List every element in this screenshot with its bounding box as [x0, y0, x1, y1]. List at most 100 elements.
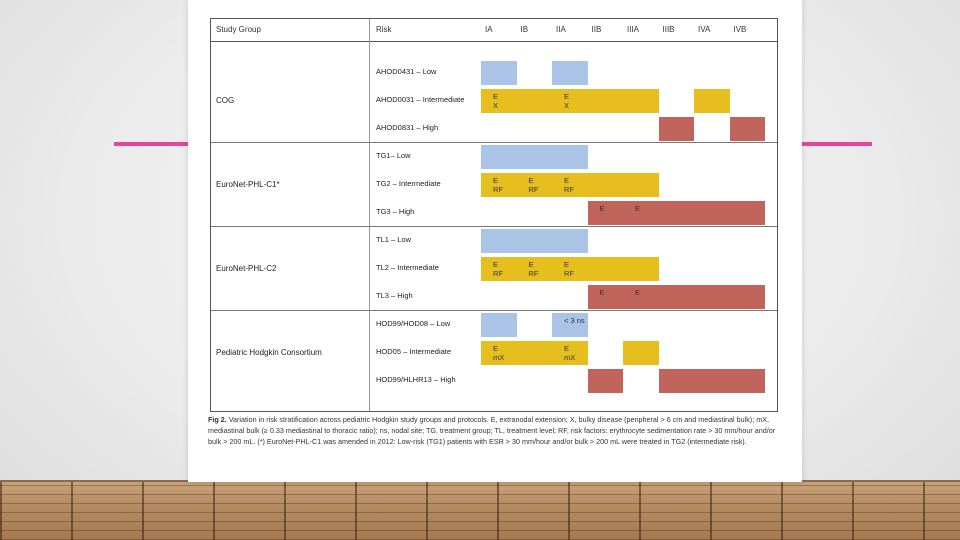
stage-cell-yellow — [481, 257, 517, 281]
stage-cell-blue — [481, 61, 517, 85]
stage-cell-annotation: E RF — [528, 176, 539, 194]
group-divider — [211, 226, 777, 227]
stage-cell-red — [658, 201, 694, 225]
stage-cell-blue — [481, 145, 517, 169]
stage-cell-blue — [516, 229, 552, 253]
figure-caption: Fig 2. Variation in risk stratification … — [208, 414, 788, 447]
header-stage: IB — [520, 25, 529, 34]
stage-cell-yellow — [623, 89, 659, 113]
stage-cell-annotation: E RF — [528, 260, 539, 278]
stage-cell-yellow — [481, 89, 517, 113]
stage-cell-yellow — [552, 89, 588, 113]
stage-cell-yellow — [552, 257, 588, 281]
caption-label: Fig 2. — [208, 415, 227, 424]
stage-cell-red — [694, 201, 730, 225]
stage-cell-blue — [481, 229, 517, 253]
stage-cell-annotation: E — [635, 204, 641, 213]
stage-cell-red — [587, 201, 623, 225]
stage-cell-red — [658, 369, 694, 393]
stage-cell-yellow — [516, 173, 552, 197]
risk-level-label: TL3 – High — [376, 291, 413, 300]
risk-level-label: HOD99/HOD08 – Low — [376, 319, 451, 328]
wood-floor-background — [0, 482, 960, 540]
stage-cell-yellow — [552, 173, 588, 197]
column-divider — [369, 19, 370, 411]
stage-cell-annotation: E RF — [493, 176, 503, 194]
stage-cell-annotation: E — [635, 288, 641, 297]
stage-cell-yellow — [623, 257, 659, 281]
stage-cell-yellow — [516, 89, 552, 113]
risk-level-label: HOD05 – Intermediate — [376, 347, 452, 356]
stage-cell-annotation: E RF — [564, 260, 574, 278]
stage-cell-annotation: E X — [564, 92, 570, 110]
risk-level-label: AHOD0031 – Intermediate — [376, 95, 465, 104]
stage-cell-annotation: E mX — [564, 344, 576, 362]
header-stage: IA — [485, 25, 493, 34]
risk-level-label: TL2 – Intermediate — [376, 263, 439, 272]
risk-level-label: TG3 – High — [376, 207, 415, 216]
risk-level-label: TG1– Low — [376, 151, 411, 160]
stage-cell-blue — [481, 313, 517, 337]
header-study-group: Study Group — [216, 25, 261, 34]
stage-cell-annotation: E RF — [564, 176, 574, 194]
stage-cell-red — [587, 369, 623, 393]
stage-cell-red — [694, 285, 730, 309]
stage-cell-blue — [552, 61, 588, 85]
stage-cell-annotation: E — [599, 288, 605, 297]
stage-cell-annotation: E — [599, 204, 605, 213]
stage-cell-annotation: E mX — [493, 344, 505, 362]
risk-level-label: AHOD0431 – Low — [376, 67, 437, 76]
stage-cell-yellow — [587, 89, 623, 113]
stage-cell-yellow — [481, 173, 517, 197]
stage-cell-red — [729, 285, 765, 309]
header-stage: IVA — [698, 25, 711, 34]
stage-cell-yellow — [481, 341, 517, 365]
stage-cell-annotation: < 3 ns — [564, 316, 585, 325]
stage-cell-red — [623, 201, 659, 225]
stage-cell-annotation: E X — [493, 92, 499, 110]
header-stage: IIIB — [662, 25, 675, 34]
header-risk: Risk — [376, 25, 392, 34]
group-divider — [211, 310, 777, 311]
stage-cell-yellow — [516, 257, 552, 281]
group-divider — [211, 142, 777, 143]
stage-cell-red — [729, 369, 765, 393]
stage-cell-yellow — [516, 341, 552, 365]
study-group-name: COG — [216, 96, 235, 105]
stage-cell-yellow — [587, 257, 623, 281]
stage-cell-red — [729, 117, 765, 141]
caption-text: Variation in risk stratification across … — [208, 415, 776, 446]
risk-level-label: AHOD0831 – High — [376, 123, 439, 132]
header-stage: IIIA — [627, 25, 640, 34]
header-stage: IIB — [591, 25, 602, 34]
stage-cell-blue — [552, 313, 588, 337]
study-group-name: EuroNet-PHL-C1* — [216, 180, 280, 189]
stage-cell-red — [587, 285, 623, 309]
risk-level-label: TG2 – Intermediate — [376, 179, 441, 188]
risk-stratification-figure: Study Group Risk IA IB IIA IIB IIIA IIIB IVA IV… — [210, 18, 778, 412]
risk-level-label: HOD99/HLHR13 – High — [376, 375, 456, 384]
study-group-name: EuroNet-PHL-C2 — [216, 264, 277, 273]
stage-cell-annotation: E RF — [493, 260, 503, 278]
stage-cell-yellow — [623, 341, 659, 365]
stage-cell-red — [694, 369, 730, 393]
stage-cell-red — [623, 285, 659, 309]
header-stage: IVB — [733, 25, 747, 34]
study-group-name: Pediatric Hodgkin Consortium — [216, 348, 322, 357]
risk-level-label: TL1 – Low — [376, 235, 412, 244]
stage-cell-red — [658, 285, 694, 309]
stage-cell-blue — [552, 229, 588, 253]
stage-cell-red — [729, 201, 765, 225]
stage-cell-yellow — [623, 173, 659, 197]
header-rule — [211, 41, 777, 42]
decorative-accent-line-right — [790, 142, 872, 146]
header-stage: IIA — [556, 25, 566, 34]
stage-cell-yellow — [694, 89, 730, 113]
slide-content: Study Group Risk IA IB IIA IIB IIIA IIIB IVA IV… — [188, 0, 802, 482]
stage-cell-blue — [552, 145, 588, 169]
decorative-accent-line-left — [114, 142, 204, 146]
stage-cell-red — [658, 117, 694, 141]
stage-cell-yellow — [552, 341, 588, 365]
stage-cell-blue — [516, 145, 552, 169]
stage-cell-yellow — [587, 173, 623, 197]
